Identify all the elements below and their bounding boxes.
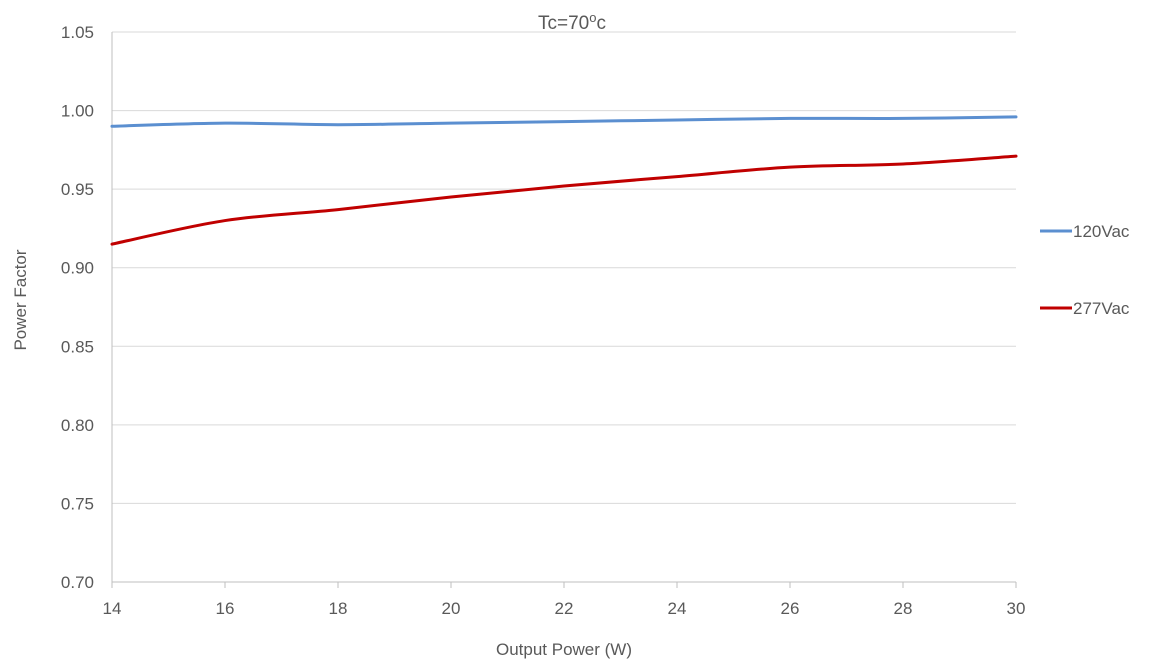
axes: 0.70 0.75 0.80 0.85 0.90 0.95 1.00 1.05 14 16 18 20…	[61, 23, 1026, 618]
y-tick-label: 0.70	[61, 573, 94, 592]
x-tick-label: 20	[442, 599, 461, 618]
legend-label-277vac: 277Vac	[1073, 299, 1130, 318]
series-line-120vac	[110, 115, 1018, 128]
x-tick-label: 22	[555, 599, 574, 618]
y-tick-label: 0.75	[61, 494, 94, 513]
x-tick-label: 24	[668, 599, 687, 618]
x-tick-label: 18	[329, 599, 348, 618]
gridlines	[112, 31, 1016, 504]
legend-label-120vac: 120Vac	[1073, 222, 1130, 241]
chart-title-main: Tc=70	[538, 13, 589, 34]
x-tick-label: 30	[1007, 599, 1026, 618]
y-tick-label: 1.05	[61, 23, 94, 42]
y-tick-label: 0.90	[61, 259, 94, 278]
chart-title-suffix: c	[596, 13, 606, 34]
x-tick-label: 14	[103, 599, 122, 618]
chart-title-superscript: o	[589, 10, 596, 25]
x-axis-title: Output Power (W)	[496, 640, 632, 659]
y-tick-label: 1.00	[61, 102, 94, 121]
chart-title: Tc=70oc	[538, 10, 606, 34]
series-lines	[110, 115, 1018, 246]
series-line-277vac	[110, 154, 1018, 246]
y-tick-label: 0.95	[61, 180, 94, 199]
legend: 120Vac 277Vac	[1040, 222, 1130, 318]
x-tick-label: 16	[216, 599, 235, 618]
y-tick-label: 0.80	[61, 416, 94, 435]
x-tick-label: 26	[781, 599, 800, 618]
x-tick-label: 28	[894, 599, 913, 618]
y-tick-label: 0.85	[61, 337, 94, 356]
y-axis-title: Power Factor	[11, 249, 30, 350]
